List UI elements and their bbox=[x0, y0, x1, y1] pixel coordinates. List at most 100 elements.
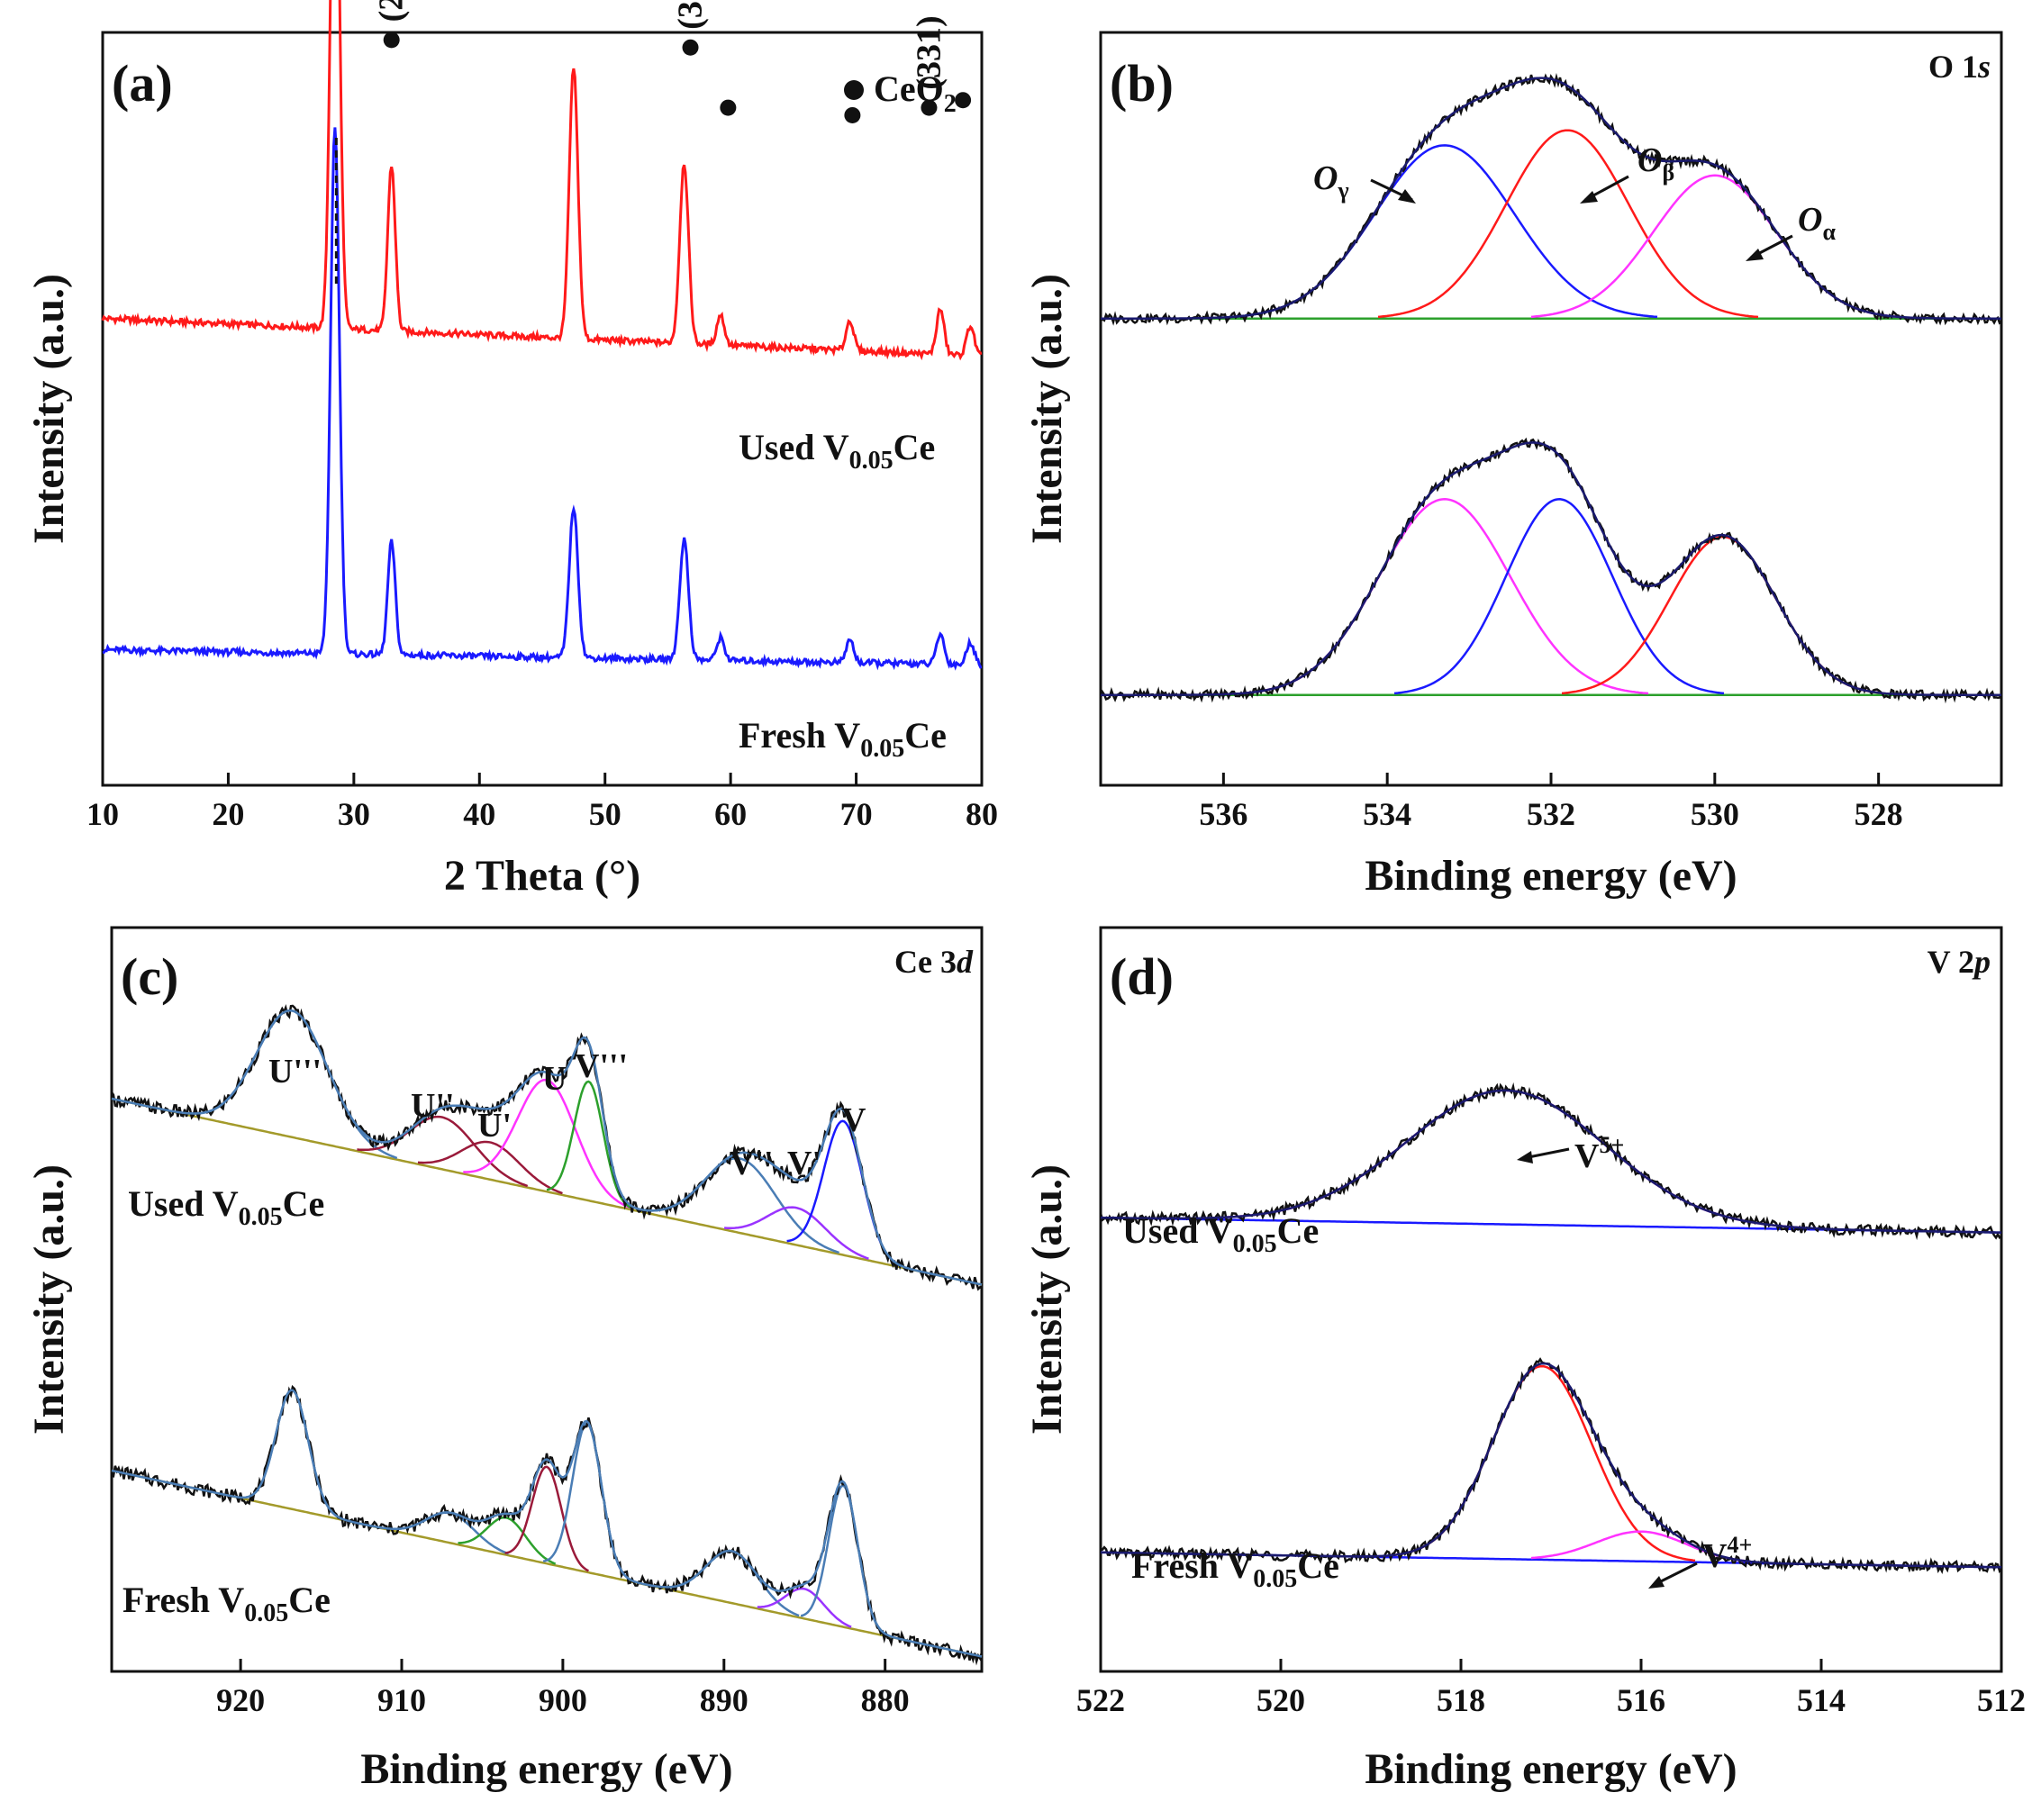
panel-c-fresh-label: Fresh V0.05Ce bbox=[122, 1580, 331, 1627]
panel-b-o1s: 536 534 532 530 528 (b) O 1s Oγ Oβ Oα Bindin… bbox=[1023, 31, 2003, 900]
panel-c-ce3d: 920 910 900 890 880 (c) Ce 3d U''' U'' U' U … bbox=[25, 926, 984, 1793]
peak-label-v: V bbox=[841, 1101, 866, 1139]
panel-b-x-title: Binding energy (eV) bbox=[1365, 852, 1737, 900]
xps-fit-envelope bbox=[1101, 441, 2001, 696]
ceo2-marker-icon bbox=[682, 39, 699, 56]
v5-label: V5+ bbox=[1574, 1132, 1624, 1175]
xps-fit-envelope bbox=[1101, 1089, 2002, 1234]
xrd-series-line bbox=[101, 0, 983, 361]
panel-d-y-title: Intensity (a.u.) bbox=[1023, 1164, 1071, 1435]
xps-component-peak bbox=[757, 1587, 852, 1628]
x-tick-label: 532 bbox=[1527, 796, 1575, 832]
x-tick-label: 536 bbox=[1199, 796, 1247, 832]
x-tick-label: 534 bbox=[1363, 796, 1411, 832]
o-beta-label: Oβ bbox=[1637, 141, 1674, 186]
o-gamma-label: Oγ bbox=[1313, 159, 1349, 204]
o-alpha-label: Oα bbox=[1798, 201, 1836, 245]
panel-b-frame bbox=[1099, 31, 2003, 787]
panel-b-y-title: Intensity (a.u.) bbox=[1023, 274, 1071, 544]
o-gamma-arrowhead-icon bbox=[1398, 189, 1416, 204]
x-tick-label: 518 bbox=[1437, 1682, 1485, 1718]
x-tick-label: 528 bbox=[1855, 796, 1903, 832]
panel-b-x-ticks: 536 534 532 530 528 bbox=[1199, 773, 1903, 832]
hkl-label: (200) bbox=[373, 0, 411, 22]
x-tick-label: 520 bbox=[1256, 1682, 1305, 1718]
xps-component-peak bbox=[504, 1465, 590, 1572]
panel-b-label: (b) bbox=[1110, 54, 1174, 113]
panel-d-region: V 2p bbox=[1928, 944, 1991, 980]
x-tick-label: 514 bbox=[1797, 1682, 1846, 1718]
xps-raw-spectrum bbox=[1100, 73, 2002, 326]
panel-c-region: Ce 3d bbox=[894, 944, 974, 980]
xps-component-peak bbox=[542, 1422, 631, 1581]
panel-b-region: O 1s bbox=[1928, 49, 1991, 85]
panel-d-fresh-label: Fresh V0.05Ce bbox=[1131, 1545, 1339, 1593]
xrd-series-line bbox=[102, 127, 983, 671]
x-tick-label: 522 bbox=[1076, 1682, 1125, 1718]
panel-c-used-label: Used V0.05Ce bbox=[128, 1183, 324, 1231]
panel-a-label: (a) bbox=[112, 54, 173, 113]
x-tick-label: 20 bbox=[212, 796, 244, 832]
panel-b-plot-area bbox=[1099, 73, 2003, 704]
xps-component-peak bbox=[724, 1206, 869, 1260]
xps-raw-spectrum bbox=[1100, 1357, 2003, 1575]
xps-fit-envelope bbox=[1100, 1362, 2002, 1569]
legend-marker-icon bbox=[844, 80, 864, 100]
x-tick-label: 530 bbox=[1691, 796, 1739, 832]
peak-label-u: U bbox=[542, 1060, 567, 1098]
x-tick-label: 10 bbox=[86, 796, 119, 832]
xps-fit-envelope bbox=[1101, 77, 2001, 320]
panel-a-plot-area: (111)(200)(220)(311)(331) bbox=[101, 0, 983, 671]
ceo2-marker-icon bbox=[844, 106, 861, 123]
x-tick-label: 516 bbox=[1617, 1682, 1665, 1718]
xps-component-peak bbox=[546, 1080, 631, 1209]
xps-component-peak bbox=[1240, 498, 1649, 695]
peak-label-v3: V''' bbox=[575, 1047, 628, 1085]
xps-component-peak bbox=[463, 1078, 631, 1209]
panel-d-frame bbox=[1099, 926, 2003, 1673]
x-tick-label: 880 bbox=[861, 1682, 910, 1718]
peak-label-u3: U''' bbox=[268, 1053, 322, 1091]
panel-a-y-title: Intensity (a.u.) bbox=[25, 274, 73, 544]
xps-component-peak bbox=[1393, 498, 1725, 695]
xps-component-peak bbox=[1377, 129, 1759, 319]
hkl-label: (331) bbox=[910, 15, 948, 89]
panel-d-x-title: Binding energy (eV) bbox=[1365, 1745, 1737, 1793]
x-tick-label: 40 bbox=[463, 796, 495, 832]
x-tick-label: 30 bbox=[338, 796, 370, 832]
xps-fit-envelope bbox=[111, 1009, 983, 1286]
xps-component-peak bbox=[1229, 144, 1658, 319]
x-tick-label: 890 bbox=[700, 1682, 748, 1718]
panel-a-used-label: Used V0.05Ce bbox=[739, 427, 935, 475]
x-tick-label: 512 bbox=[1977, 1682, 2026, 1718]
o-beta-arrowhead-icon bbox=[1580, 191, 1598, 204]
xps-component-peak bbox=[417, 1140, 563, 1195]
ceo2-marker-icon bbox=[720, 99, 737, 116]
panel-c-y-title: Intensity (a.u.) bbox=[25, 1164, 73, 1435]
panel-a-xrd: (111)(200)(220)(311)(331) 10203040506070… bbox=[25, 0, 998, 900]
x-tick-label: 60 bbox=[714, 796, 747, 832]
x-tick-label: 70 bbox=[840, 796, 873, 832]
v4-label: V4+ bbox=[1702, 1532, 1752, 1575]
panel-d-plot-area bbox=[1099, 1082, 2003, 1575]
xps-baseline bbox=[111, 1469, 983, 1658]
ceo2-marker-icon bbox=[955, 92, 972, 109]
hkl-label: (311) bbox=[672, 0, 710, 30]
panel-d-v2p: 522 520 518 516 514 512 (d) V 2p V5+ V4+ Used… bbox=[1023, 926, 2026, 1793]
panel-a-frame bbox=[101, 31, 984, 787]
o-alpha-arrowhead-icon bbox=[1746, 249, 1764, 261]
panel-a-fresh-label: Fresh V0.05Ce bbox=[739, 715, 947, 763]
peak-label-v2: V'' bbox=[730, 1145, 774, 1182]
v5-arrowhead-icon bbox=[1517, 1151, 1533, 1164]
panel-c-label: (c) bbox=[121, 947, 178, 1006]
xps-fit-envelope bbox=[111, 1389, 983, 1658]
panel-a-x-title: 2 Theta (°) bbox=[444, 852, 640, 900]
x-tick-label: 900 bbox=[539, 1682, 587, 1718]
panel-d-x-ticks: 522 520 518 516 514 512 bbox=[1076, 1659, 2026, 1718]
xps-raw-spectrum bbox=[1099, 1082, 2002, 1241]
peak-label-u2: U'' bbox=[411, 1087, 455, 1125]
x-tick-label: 920 bbox=[216, 1682, 265, 1718]
panel-d-used-label: Used V0.05Ce bbox=[1122, 1210, 1319, 1258]
xps-baseline bbox=[111, 1097, 983, 1286]
xps-component-peak bbox=[800, 1484, 887, 1635]
